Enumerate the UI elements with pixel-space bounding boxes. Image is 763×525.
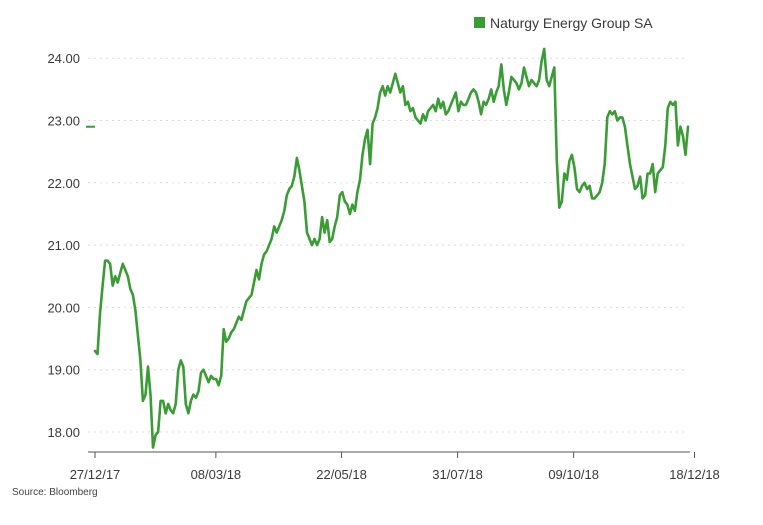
legend-swatch [474, 17, 485, 28]
y-tick-label: 23.00 [47, 114, 80, 129]
y-tick-label: 22.00 [47, 176, 80, 191]
y-tick-label: 21.00 [47, 238, 80, 253]
y-tick-label: 24.00 [47, 51, 80, 66]
x-tick-label: 22/05/18 [316, 467, 367, 482]
x-tick-label: 27/12/17 [70, 467, 121, 482]
y-tick-label: 18.00 [47, 425, 80, 440]
x-tick-label: 09/10/18 [548, 467, 599, 482]
source-note: Source: Bloomberg [12, 487, 98, 498]
x-tick-label: 18/12/18 [669, 467, 720, 482]
x-tick-label: 31/07/18 [432, 467, 483, 482]
y-tick-label: 19.00 [47, 363, 80, 378]
series-line [93, 47, 690, 449]
legend-label: Naturgy Energy Group SA [490, 15, 653, 31]
y-tick-label: 20.00 [47, 300, 80, 315]
x-tick-label: 08/03/18 [191, 467, 242, 482]
